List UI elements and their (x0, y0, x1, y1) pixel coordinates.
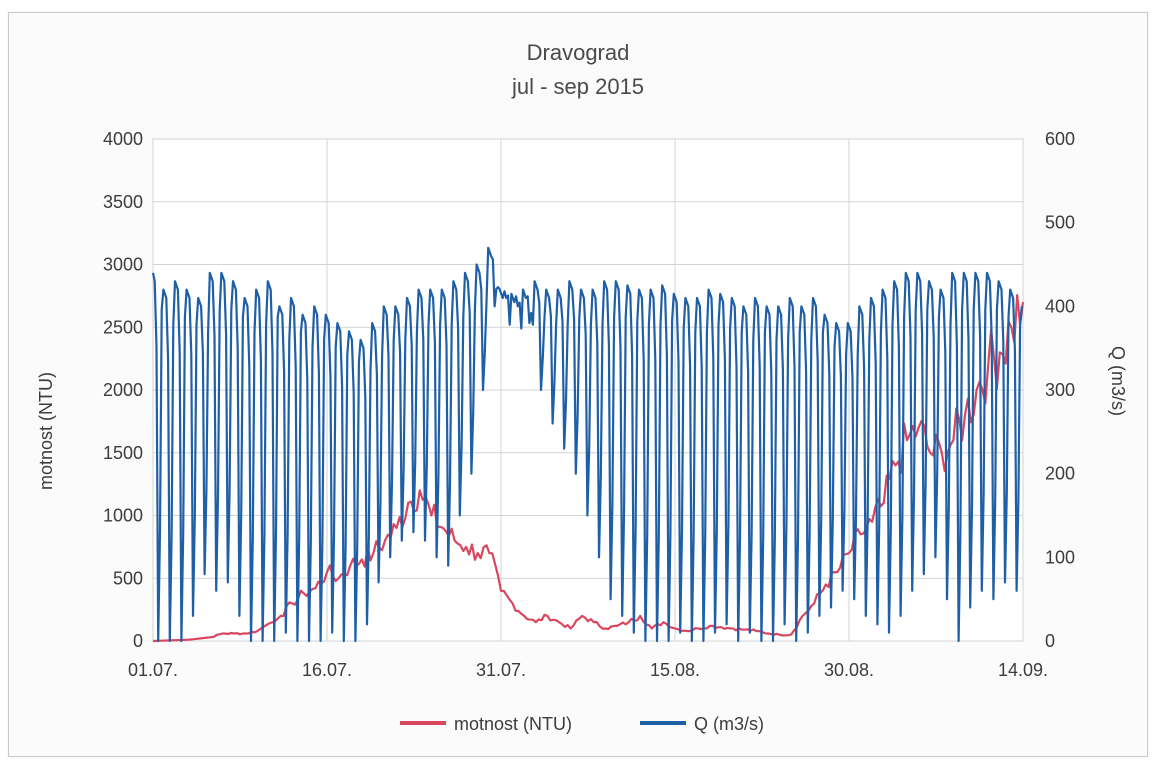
legend-label-q: Q (m3/s) (694, 714, 764, 734)
y-right-axis-label: Q (m3/s) (1108, 346, 1128, 416)
x-tick-label-0: 01.07. (128, 660, 178, 680)
y-right-ticks: 0 100 200 300 400 500 600 (1045, 129, 1075, 651)
y-right-tick-label-0: 0 (1045, 631, 1055, 651)
y-right-tick-label-1: 100 (1045, 547, 1075, 567)
y-left-tick-label-1: 500 (113, 568, 143, 588)
y-left-tick-label-2: 1000 (103, 506, 143, 526)
y-left-tick-label-6: 3000 (103, 255, 143, 275)
y-left-tick-label-8: 4000 (103, 129, 143, 149)
y-right-tick-label-4: 400 (1045, 296, 1075, 316)
y-left-ticks: 0 500 1000 1500 2000 2500 3000 3500 4000 (103, 129, 143, 651)
x-tick-label-2: 31.07. (476, 660, 526, 680)
y-left-tick-label-3: 1500 (103, 443, 143, 463)
series-line-motnost (152, 294, 1025, 643)
legend: motnost (NTU) Q (m3/s) (400, 714, 764, 734)
x-tick-label-4: 30.08. (824, 660, 874, 680)
x-tick-label-1: 16.07. (302, 660, 352, 680)
chart-title: Dravograd (526, 40, 630, 65)
chart-subtitle: jul - sep 2015 (511, 74, 645, 99)
x-tick-label-5: 14.09. (998, 660, 1048, 680)
y-right-tick-label-6: 600 (1045, 129, 1075, 149)
legend-label-motnost: motnost (NTU) (454, 714, 572, 734)
y-right-tick-label-2: 200 (1045, 464, 1075, 484)
y-left-tick-label-4: 2000 (103, 380, 143, 400)
x-tick-label-3: 15.08. (650, 660, 700, 680)
y-right-tick-label-3: 300 (1045, 380, 1075, 400)
y-left-axis-label: motnost (NTU) (36, 372, 56, 490)
y-left-tick-label-7: 3500 (103, 192, 143, 212)
y-right-tick-label-5: 500 (1045, 213, 1075, 233)
y-left-tick-label-0: 0 (133, 631, 143, 651)
y-left-tick-label-5: 2500 (103, 317, 143, 337)
series-line-q (151, 246, 1023, 643)
x-ticks: 01.07. 16.07. 31.07. 15.08. 30.08. 14.09. (128, 660, 1048, 680)
